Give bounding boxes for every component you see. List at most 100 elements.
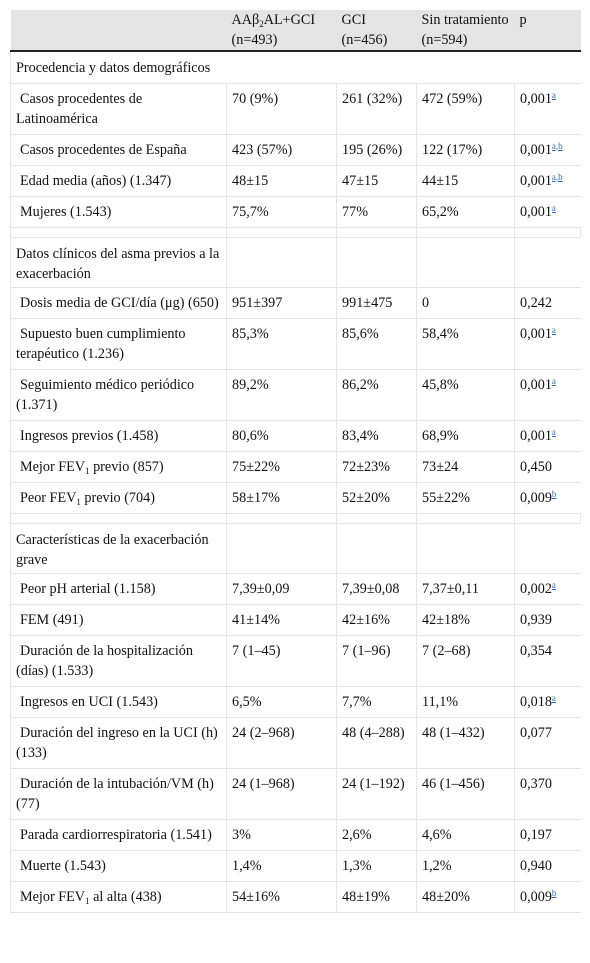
column-header-count: (n=594)	[421, 32, 468, 48]
footnote-link[interactable]: a	[551, 579, 556, 590]
row-label: Edad media (años) (1.347)	[10, 165, 227, 197]
p-value-cell: 0,002a	[514, 573, 581, 605]
p-value-cell: 0,354	[514, 635, 581, 687]
row-label: Duración del ingreso en la UCI (h) (133)	[10, 717, 227, 769]
text-fragment: Dosis media de GCI/día (μg) (650)	[20, 294, 219, 311]
footnote-link[interactable]: a	[551, 324, 556, 335]
row-label-text: Mejor FEV1 al alta (438)	[16, 888, 162, 906]
section-header-row: Características de la exacerbación grave	[10, 523, 581, 574]
table-row: Mujeres (1.543) 75,7% 77% 65,2% 0,001a	[10, 196, 581, 228]
row-label: Dosis media de GCI/día (μg) (650)	[10, 287, 227, 319]
value-gci: 195 (26%)	[336, 134, 417, 166]
subscript: 2	[259, 19, 264, 29]
table-body: Procedencia y datos demográficos Casos pr…	[10, 51, 581, 913]
value-gci: 48±19%	[336, 881, 417, 913]
p-value: 0,001	[520, 141, 552, 158]
p-value: 0,354	[520, 642, 552, 659]
p-value: 0,001	[520, 172, 552, 189]
spacer-cell	[514, 227, 581, 238]
value-aab2al-gci: 7,39±0,09	[226, 573, 337, 605]
row-label: Parada cardiorrespiratoria (1.541)	[10, 819, 227, 851]
table-row: Peor pH arterial (1.158) 7,39±0,09 7,39±0,…	[10, 573, 581, 605]
table-row: Ingresos previos (1.458) 80,6% 83,4% 68,9% 0…	[10, 420, 581, 452]
text-fragment: GCI	[341, 12, 366, 28]
table-row: Muerte (1.543) 1,4% 1,3% 1,2% 0,940	[10, 850, 581, 882]
row-label-text: Casos procedentes de España	[16, 142, 187, 158]
value-gci: 7,39±0,08	[336, 573, 417, 605]
p-value-cell: 0,001a,b	[514, 134, 581, 166]
spacer-cell	[226, 227, 337, 238]
value-gci: 52±20%	[336, 482, 417, 514]
text-fragment: Mejor FEV	[20, 888, 86, 905]
footnote-link[interactable]: a	[551, 375, 556, 386]
results-table: AAβ2AL+GCI (n=493) GCI (n=456) Sin tratamien…	[10, 10, 581, 913]
section-header-row: Datos clínicos del asma previos a la exa…	[10, 237, 581, 288]
value-gci: 85,6%	[336, 318, 417, 370]
row-label: Peor FEV1 previo (704)	[10, 482, 227, 514]
footnote-link[interactable]: a	[551, 426, 556, 437]
text-fragment: Peor pH arterial (1.158)	[20, 580, 156, 597]
row-label-text: Edad media (años) (1.347)	[16, 173, 171, 189]
footnote-link[interactable]: a,b	[551, 140, 563, 151]
value-gci: 77%	[336, 196, 417, 228]
empty-cell	[416, 523, 515, 574]
empty-cell	[514, 523, 581, 574]
text-fragment: Mujeres (1.543)	[20, 203, 112, 220]
p-value: 0,001	[520, 427, 552, 444]
p-value-cell: 0,018a	[514, 686, 581, 718]
p-value: 0,001	[520, 376, 552, 393]
section-spacer	[10, 513, 581, 524]
p-value-cell: 0,001a	[514, 83, 581, 135]
footnote-link[interactable]: a	[551, 89, 556, 100]
value-sin-tratamiento: 55±22%	[416, 482, 515, 514]
row-label: Peor pH arterial (1.158)	[10, 573, 227, 605]
value-aab2al-gci: 58±17%	[226, 482, 337, 514]
value-sin-tratamiento: 4,6%	[416, 819, 515, 851]
text-fragment: Sin tratamiento	[421, 12, 509, 28]
p-value: 0,001	[520, 90, 552, 107]
p-value: 0,001	[520, 203, 552, 220]
spacer-cell	[336, 513, 417, 524]
row-label-text: FEM (491)	[16, 612, 83, 628]
value-sin-tratamiento: 122 (17%)	[416, 134, 515, 166]
p-value: 0,002	[520, 580, 552, 597]
row-label-text: Seguimiento médico periódico (1.371)	[16, 377, 194, 413]
text-fragment: Peor FEV	[20, 489, 77, 506]
column-header: GCI (n=456)	[336, 10, 417, 52]
column-header: p	[514, 10, 581, 52]
row-label-text: Mejor FEV1 previo (857)	[16, 458, 164, 476]
text-fragment: AAβ	[231, 12, 260, 28]
table-row: Parada cardiorrespiratoria (1.541) 3% 2,6%…	[10, 819, 581, 851]
table-row: Duración de la intubación/VM (h) (77) 24 …	[10, 768, 581, 820]
section-header-row: Procedencia y datos demográficos	[10, 51, 581, 84]
spacer-cell	[416, 513, 515, 524]
value-sin-tratamiento: 42±18%	[416, 604, 515, 636]
row-label: Duración de la intubación/VM (h) (77)	[10, 768, 227, 820]
footnote-link[interactable]: b	[551, 887, 557, 898]
text-fragment: previo (857)	[89, 458, 164, 475]
footnote-link[interactable]: b	[551, 488, 557, 499]
footnote-link[interactable]: a	[551, 692, 556, 703]
p-value-cell: 0,940	[514, 850, 581, 882]
column-header: Sin tratamiento (n=594)	[416, 10, 515, 52]
text-fragment: Seguimiento médico periódico (1.371)	[16, 376, 195, 413]
section-title: Procedencia y datos demográficos	[10, 51, 581, 84]
value-gci: 1,3%	[336, 850, 417, 882]
row-label: Duración de la hospitalización (días) (1…	[10, 635, 227, 687]
footnote-link[interactable]: a,b	[551, 171, 563, 182]
empty-cell	[336, 523, 417, 574]
spacer-cell	[226, 513, 337, 524]
row-label-text: Dosis media de GCI/día (μg) (650)	[16, 295, 219, 311]
footnote-link[interactable]: a	[551, 202, 556, 213]
value-aab2al-gci: 423 (57%)	[226, 134, 337, 166]
p-value-cell: 0,370	[514, 768, 581, 820]
empty-cell	[336, 237, 417, 288]
value-gci: 42±16%	[336, 604, 417, 636]
value-gci: 47±15	[336, 165, 417, 197]
value-gci: 48 (4–288)	[336, 717, 417, 769]
text-fragment: Casos procedentes de España	[20, 141, 187, 158]
table-row: Casos procedentes de España 423 (57%) 195 …	[10, 134, 581, 166]
p-value: 0,242	[520, 294, 552, 311]
row-label-text: Duración de la hospitalización (días) (1…	[16, 643, 193, 679]
table-row: Duración del ingreso en la UCI (h) (133)…	[10, 717, 581, 769]
